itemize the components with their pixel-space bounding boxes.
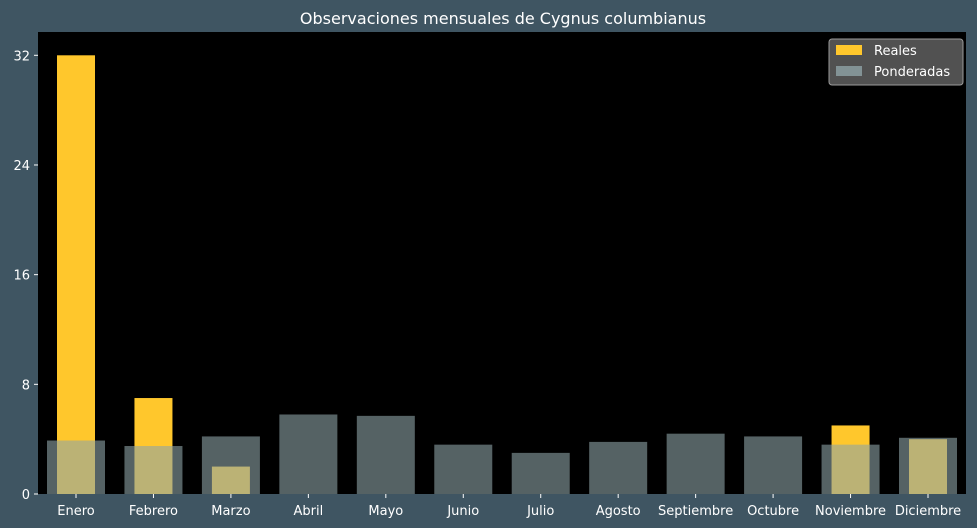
y-tick-label: 16 (13, 269, 30, 284)
x-tick-label: Octubre (747, 504, 799, 519)
bar-ponderadas-noviembre (821, 444, 880, 494)
x-tick-label: Abril (294, 504, 324, 519)
legend-label-reales: Reales (874, 44, 917, 59)
x-axis: Enero Febrero Marzo Abril Mayo Junio Julio Agos… (57, 494, 961, 519)
x-tick-label: Mayo (368, 504, 403, 519)
x-tick-label: Marzo (211, 504, 250, 519)
y-tick-label: 0 (22, 488, 30, 503)
bar-ponderadas-mayo (356, 415, 415, 494)
x-tick-label: Septiembre (658, 504, 733, 519)
x-tick-label: Diciembre (895, 504, 961, 519)
y-tick-label: 8 (22, 378, 30, 393)
y-tick-label: 24 (13, 159, 30, 174)
bar-ponderadas-agosto (589, 441, 648, 494)
chart-title: Observaciones mensuales de Cygnus columb… (300, 9, 706, 28)
x-tick-label: Noviembre (815, 504, 886, 519)
x-tick-label: Febrero (129, 504, 178, 519)
legend: Reales Ponderadas (828, 38, 964, 86)
legend-label-ponderadas: Ponderadas (874, 65, 950, 80)
legend-box (828, 38, 964, 86)
bar-ponderadas-febrero (124, 446, 183, 494)
bar-ponderadas-septiembre (666, 433, 725, 494)
legend-swatch-ponderadas (836, 66, 862, 76)
bar-ponderadas-julio (511, 452, 570, 494)
x-tick-label: Julio (526, 504, 554, 519)
bar-ponderadas-marzo (201, 436, 260, 494)
bar-ponderadas-abril (279, 414, 338, 494)
bar-ponderadas-octubre (744, 436, 803, 494)
x-tick-label: Junio (446, 504, 479, 519)
plot-area (38, 32, 966, 494)
x-tick-label: Enero (57, 504, 95, 519)
legend-swatch-reales (836, 45, 862, 55)
bar-ponderadas-junio (434, 444, 493, 494)
bar-ponderadas-diciembre (899, 437, 957, 494)
bar-reales-enero (57, 55, 95, 495)
y-axis: 0 8 16 24 32 (13, 49, 38, 503)
bar-ponderadas-enero (47, 440, 105, 494)
y-tick-label: 32 (13, 49, 30, 64)
bars-ponderadas (47, 414, 957, 494)
x-tick-label: Agosto (596, 504, 641, 519)
